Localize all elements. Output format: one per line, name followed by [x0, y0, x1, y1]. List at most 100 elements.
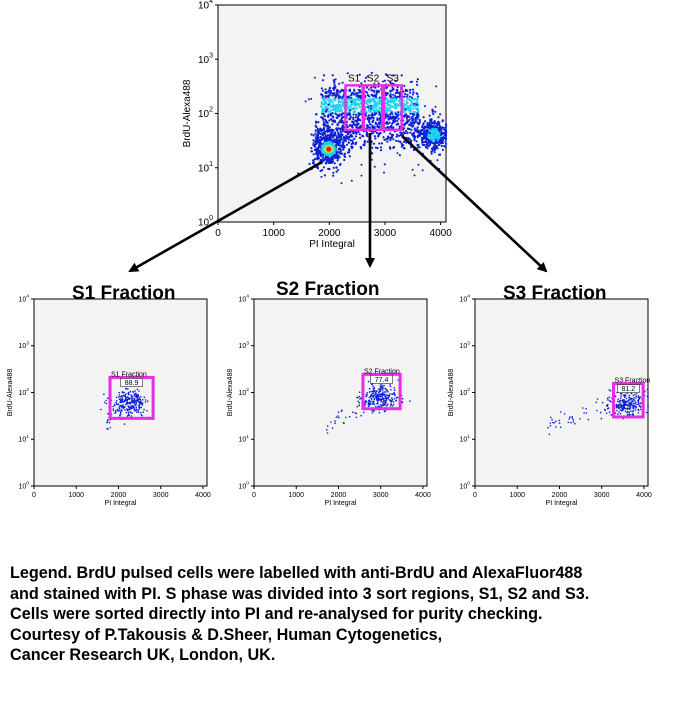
data-point	[321, 108, 324, 111]
data-point	[376, 125, 379, 128]
data-point	[326, 98, 329, 101]
s2-fraction-plot: 0 1000 2000 3000 4000 100 101 102 103 104 PI Integ…	[227, 294, 431, 507]
data-point	[341, 96, 344, 99]
data-point	[373, 401, 375, 404]
data-point	[376, 132, 379, 135]
data-point	[324, 136, 327, 139]
data-point	[338, 97, 341, 100]
data-point	[383, 79, 386, 82]
data-point	[338, 416, 340, 419]
data-point	[308, 162, 311, 166]
x-axis-label: PI Integral	[325, 500, 357, 507]
data-point	[395, 115, 398, 118]
data-point	[637, 409, 640, 412]
s3-gate-value: 81.2	[622, 386, 636, 393]
data-point	[119, 410, 121, 412]
data-point	[108, 421, 111, 424]
data-point	[375, 397, 378, 399]
data-point	[379, 108, 382, 111]
data-point	[323, 115, 326, 118]
data-point	[416, 136, 419, 139]
data-point	[324, 101, 327, 104]
data-point	[371, 383, 373, 386]
data-point	[621, 399, 623, 402]
data-point	[366, 392, 369, 394]
data-point	[355, 141, 358, 144]
data-point	[409, 110, 412, 113]
data-point	[135, 392, 137, 395]
data-point	[432, 112, 435, 116]
data-point	[344, 139, 347, 142]
data-point	[325, 105, 328, 108]
data-point	[439, 133, 443, 136]
data-point	[388, 395, 391, 397]
data-point	[440, 144, 443, 148]
data-point	[372, 99, 375, 103]
data-point	[319, 105, 323, 108]
data-point	[372, 396, 375, 399]
data-point	[367, 98, 370, 101]
data-point	[134, 390, 136, 392]
data-point	[371, 390, 374, 393]
data-point	[630, 399, 632, 401]
data-point	[385, 398, 388, 400]
data-point	[340, 109, 344, 112]
data-point	[438, 153, 441, 156]
data-point	[327, 103, 330, 106]
data-point	[331, 112, 334, 115]
data-point	[377, 403, 379, 405]
legend-line: Cells were sorted directly into PI and r…	[10, 605, 543, 623]
data-point	[629, 406, 632, 409]
data-point	[312, 153, 315, 156]
s3-gate	[612, 382, 645, 419]
data-point	[628, 414, 631, 416]
data-point	[385, 138, 388, 141]
legend-line: and stained with PI. S phase was divided…	[10, 584, 590, 603]
data-point	[385, 388, 387, 391]
data-point	[334, 96, 337, 99]
data-point	[620, 395, 622, 397]
data-point	[421, 125, 424, 128]
data-point	[125, 398, 127, 401]
data-point	[332, 88, 335, 91]
data-point	[337, 99, 340, 102]
data-point	[379, 132, 382, 135]
x-axis-label: PI Integral	[546, 500, 578, 507]
data-point	[633, 399, 636, 402]
s3-gate-label: S3 Fraction	[615, 378, 651, 385]
data-point	[390, 111, 393, 114]
data-point	[619, 412, 622, 415]
data-point	[416, 78, 419, 81]
data-point	[571, 417, 574, 420]
data-point	[337, 168, 340, 171]
data-point	[352, 113, 355, 116]
data-point	[380, 142, 383, 145]
data-point	[321, 89, 324, 92]
data-point	[105, 399, 107, 402]
data-point	[399, 140, 402, 143]
data-point	[639, 396, 642, 399]
data-point	[336, 123, 339, 126]
data-point	[337, 148, 340, 151]
data-point	[609, 390, 612, 392]
data-point	[413, 111, 417, 114]
data-point	[424, 136, 427, 139]
data-point	[380, 395, 382, 398]
data-point	[392, 100, 396, 104]
data-point	[331, 101, 334, 104]
data-point	[130, 415, 133, 417]
data-point	[406, 131, 409, 134]
data-point	[364, 76, 368, 79]
data-point	[333, 86, 336, 89]
data-point	[366, 135, 369, 138]
data-point	[135, 406, 138, 409]
data-point	[570, 421, 572, 424]
data-point	[339, 103, 342, 106]
data-point	[435, 136, 439, 139]
data-point	[379, 403, 382, 406]
data-point	[351, 120, 354, 124]
data-point	[367, 106, 370, 109]
data-point	[127, 397, 130, 400]
data-point	[125, 401, 128, 404]
data-point	[627, 407, 630, 410]
